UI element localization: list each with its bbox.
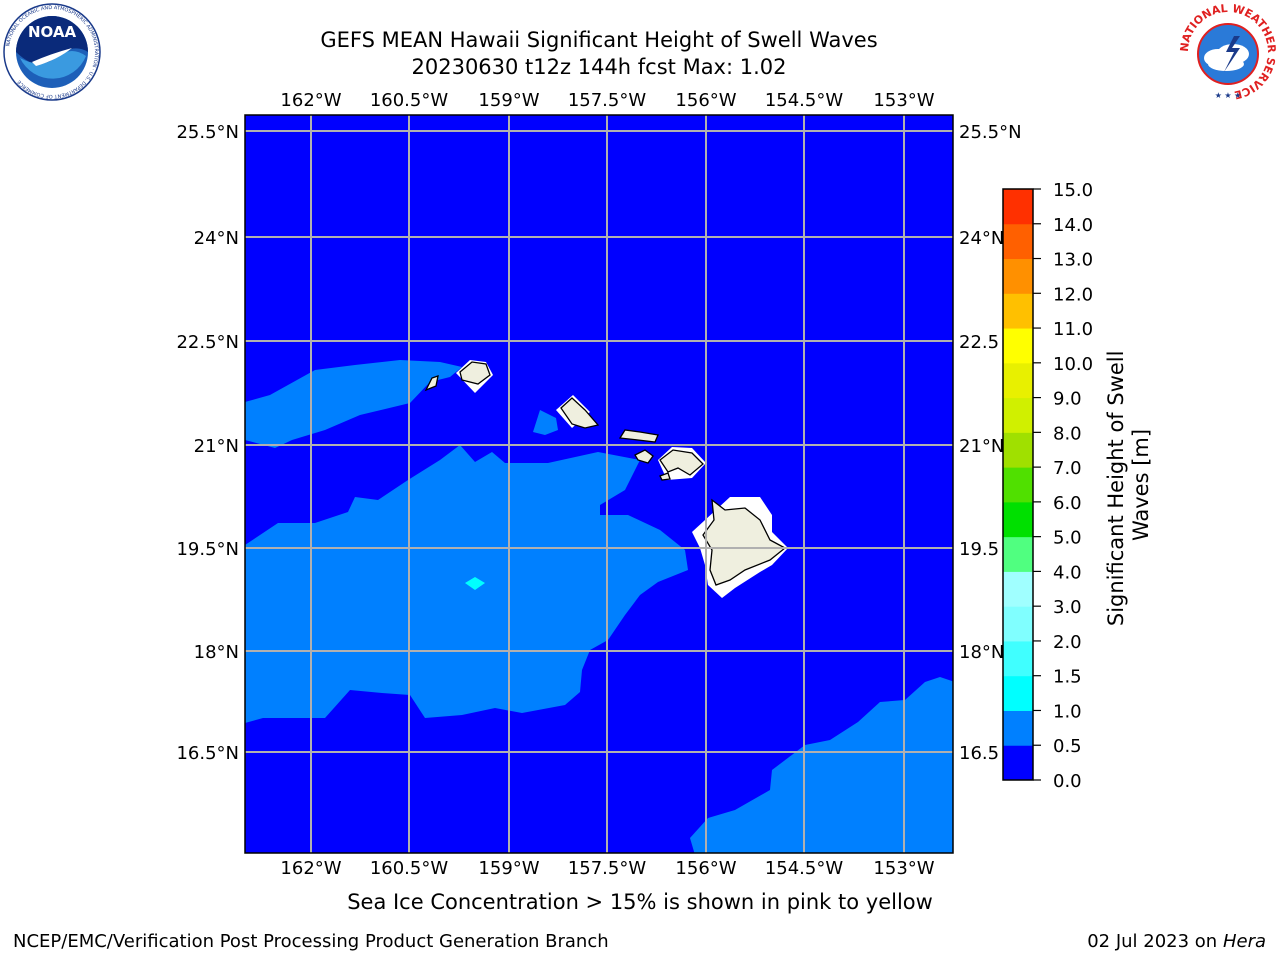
colorbar-segment-13 xyxy=(1003,293,1033,329)
colorbar-segment-12 xyxy=(1003,328,1033,364)
colorbar-label-line1: Significant Height of Swell xyxy=(1104,351,1128,627)
colorbar-level-7: 5.0 xyxy=(1053,528,1082,549)
map-frame xyxy=(244,114,954,854)
lon-tick-bottom-3: 157.5°W xyxy=(568,858,647,879)
colorbar-segment-4 xyxy=(1003,606,1033,642)
colorbar-level-1: 0.5 xyxy=(1053,736,1082,757)
colorbar-level-13: 11.0 xyxy=(1053,319,1093,340)
colorbar-level-5: 3.0 xyxy=(1053,597,1082,618)
colorbar-segment-3 xyxy=(1003,640,1033,677)
nws-logo: NATIONAL WEATHER SERVICE ★ ★ ★ xyxy=(1178,2,1278,101)
colorbar-segment-0 xyxy=(1003,745,1033,781)
lat-labels-right: 25.5°N 24°N 22.5 21°N 19.5 18°N 16.5 xyxy=(959,122,1022,764)
colorbar-level-6: 4.0 xyxy=(1053,562,1082,583)
colorbar-segment-7 xyxy=(1003,501,1033,538)
lon-tick-bottom-1: 160.5°W xyxy=(370,858,449,879)
colorbar-segment-2 xyxy=(1003,675,1033,711)
lon-tick-top-2: 159°W xyxy=(478,90,539,111)
swell-region-0.5-1.0-southeast xyxy=(690,677,953,853)
colorbar-level-4: 2.0 xyxy=(1053,632,1082,653)
colorbar-segment-5 xyxy=(1003,571,1033,607)
lon-tick-top-3: 157.5°W xyxy=(568,90,647,111)
island-kauai xyxy=(459,361,491,385)
lon-tick-bottom-6: 153°W xyxy=(873,858,934,879)
lon-tick-top-1: 160.5°W xyxy=(370,90,449,111)
lon-tick-bottom-5: 154.5°W xyxy=(765,858,844,879)
lat-tick-left-0: 25.5°N xyxy=(176,122,239,143)
colorbar-level-15: 13.0 xyxy=(1053,250,1093,271)
lon-tick-top-4: 156°W xyxy=(675,90,736,111)
lon-tick-top-0: 162°W xyxy=(280,90,341,111)
colorbar-level-3: 1.5 xyxy=(1053,667,1082,688)
colorbar-level-10: 8.0 xyxy=(1053,423,1082,444)
lat-tick-left-5: 18°N xyxy=(194,642,239,663)
footer-host: Hera xyxy=(1222,931,1266,952)
map-gridlines xyxy=(245,115,953,853)
colorbar-level-9: 7.0 xyxy=(1053,458,1082,479)
svg-text:★ ★ ★: ★ ★ ★ xyxy=(1215,91,1242,100)
lat-tick-left-2: 22.5°N xyxy=(176,332,239,353)
lat-tick-right-6: 16.5 xyxy=(959,743,999,764)
lat-tick-left-4: 19.5°N xyxy=(176,539,239,560)
lon-tick-top-6: 153°W xyxy=(873,90,934,111)
colorbar-level-12: 10.0 xyxy=(1053,354,1093,375)
colorbar-segment-1 xyxy=(1003,710,1033,746)
colorbar-level-11: 9.0 xyxy=(1053,389,1082,410)
colorbar: 0.0 0.5 1.0 1.5 2.0 3.0 4.0 5.0 6.0 7.0 8.0 9.0 10.0… xyxy=(1002,180,1093,792)
lon-tick-bottom-0: 162°W xyxy=(280,858,341,879)
colorbar-segment-6 xyxy=(1003,536,1033,572)
lon-labels-top: 162°W 160.5°W 159°W 157.5°W 156°W 154.5°W 153°… xyxy=(280,90,934,111)
colorbar-level-17: 15.0 xyxy=(1053,180,1093,201)
island-maui xyxy=(659,449,704,476)
colorbar-frame xyxy=(1002,188,1034,781)
swell-region-0.5-1.0-north xyxy=(245,360,462,448)
colorbar-segment-10 xyxy=(1003,397,1033,433)
noaa-logo: NOAA NATIONAL OCEANIC AND ATMOSPHERIC AD… xyxy=(3,3,101,101)
noaa-logo-text: NOAA xyxy=(28,23,77,41)
lat-tick-right-2: 22.5 xyxy=(959,332,999,353)
island-oahu xyxy=(560,397,600,429)
lon-tick-top-5: 154.5°W xyxy=(765,90,844,111)
lat-tick-left-6: 16.5°N xyxy=(176,743,239,764)
colorbar-segment-16 xyxy=(1003,189,1033,225)
colorbar-label: Significant Height of Swell Waves [m] xyxy=(1104,344,1153,626)
colorbar-level-0: 0.0 xyxy=(1053,771,1082,792)
lat-tick-left-1: 24°N xyxy=(194,228,239,249)
colorbar-segment-9 xyxy=(1003,432,1033,468)
lat-tick-right-5: 18°N xyxy=(959,642,1004,663)
lat-tick-right-0: 25.5°N xyxy=(959,122,1022,143)
lat-tick-right-3: 21°N xyxy=(959,436,1004,457)
sea-ice-note: Sea Ice Concentration > 15% is shown in … xyxy=(347,890,933,914)
colorbar-segment-8 xyxy=(1003,467,1033,503)
colorbar-segment-14 xyxy=(1003,258,1033,294)
footer-credit: NCEP/EMC/Verification Post Processing Pr… xyxy=(13,931,609,952)
island-lanai xyxy=(634,449,654,464)
lat-labels-left: 25.5°N 24°N 22.5°N 21°N 19.5°N 18°N 16.5°N xyxy=(176,122,239,764)
colorbar-segment-15 xyxy=(1003,223,1033,260)
map-title: GEFS MEAN Hawaii Significant Height of S… xyxy=(320,28,878,52)
lon-tick-bottom-4: 156°W xyxy=(675,858,736,879)
colorbar-level-8: 6.0 xyxy=(1053,493,1082,514)
colorbar-level-14: 12.0 xyxy=(1053,284,1093,305)
lat-tick-left-3: 21°N xyxy=(194,436,239,457)
map-subtitle: 20230630 t12z 144h fcst Max: 1.02 xyxy=(411,55,787,79)
colorbar-level-2: 1.0 xyxy=(1053,701,1082,722)
map-plot-area xyxy=(245,115,953,853)
island-kahoolawe xyxy=(659,472,671,481)
swell-region-1.0-1.5 xyxy=(465,577,485,590)
lon-tick-bottom-2: 159°W xyxy=(478,858,539,879)
lon-labels-bottom: 162°W 160.5°W 159°W 157.5°W 156°W 154.5°W 153°… xyxy=(280,858,934,879)
swell-region-0.5-1.0-kauai-channel xyxy=(533,410,558,435)
footer-date: 02 Jul 2023 on Hera xyxy=(1087,931,1266,952)
island-niihau xyxy=(424,375,439,392)
colorbar-segment-11 xyxy=(1003,362,1033,399)
colorbar-label-line2: Waves [m] xyxy=(1129,429,1153,541)
lat-tick-right-4: 19.5 xyxy=(959,539,999,560)
island-molokai xyxy=(618,429,659,443)
lat-tick-right-1: 24°N xyxy=(959,228,1004,249)
colorbar-level-16: 14.0 xyxy=(1053,215,1093,236)
footer-date-text: 02 Jul 2023 on xyxy=(1087,931,1223,952)
